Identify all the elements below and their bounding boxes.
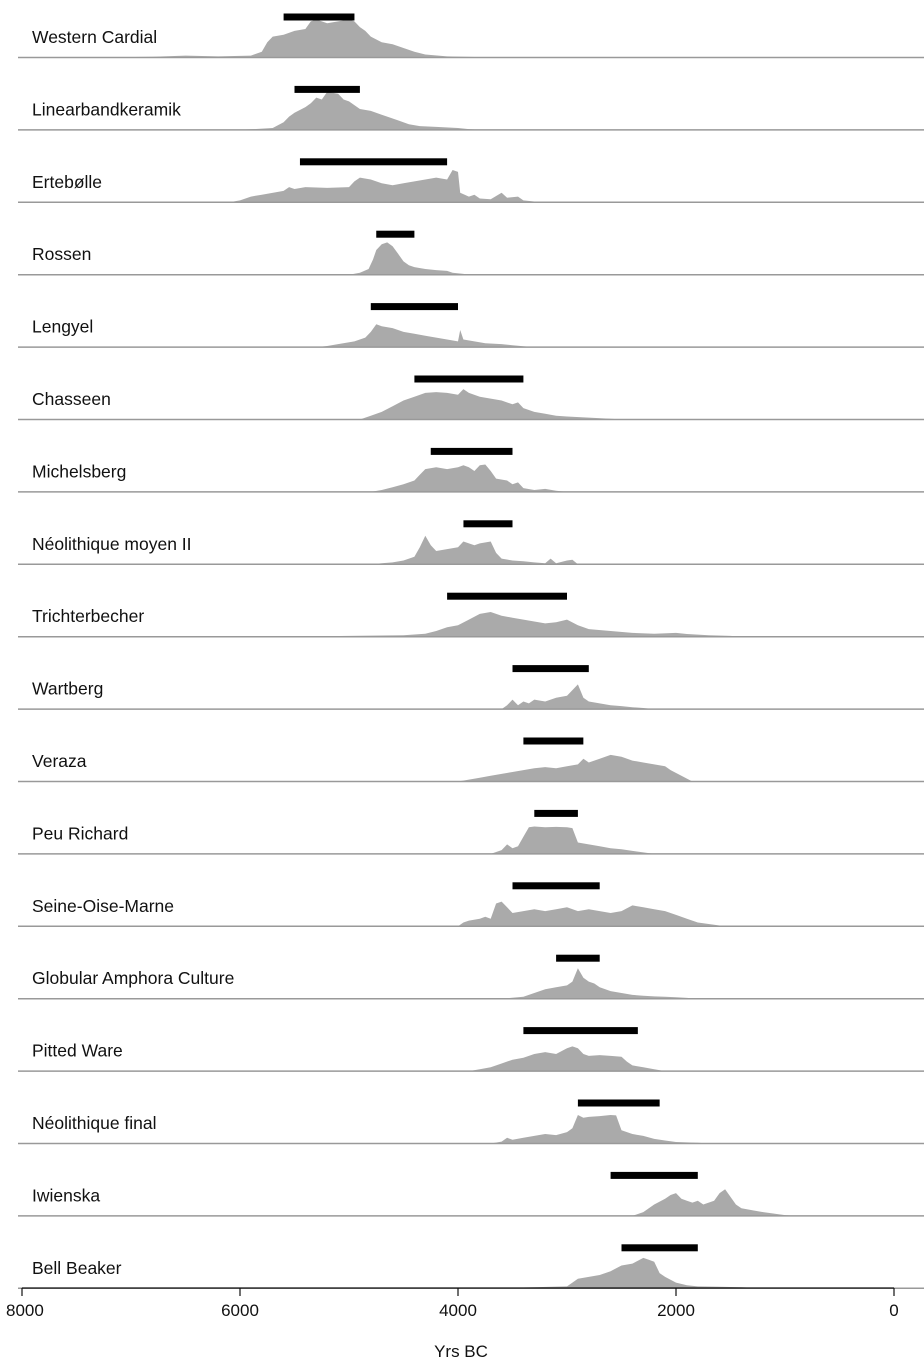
x-tick-label-0: 0 — [889, 1301, 898, 1320]
series-bell-beaker: Bell Beaker — [18, 1244, 924, 1290]
series-rossen: Rossen — [18, 230, 924, 276]
density-area-ertebolle — [229, 170, 546, 203]
density-area-bell-beaker — [458, 1257, 764, 1289]
range-bar-wartberg — [512, 665, 589, 673]
series-label-pitted-ware: Pitted Ware — [32, 1041, 123, 1061]
series-label-iwienska: Iwienska — [32, 1185, 100, 1205]
density-area-iwienska — [632, 1189, 796, 1216]
range-bar-linearbandkeramik — [294, 85, 360, 93]
range-bar-neolithique-moyen-ii — [463, 520, 513, 528]
series-label-trichterbecher: Trichterbecher — [32, 606, 144, 626]
x-tick-label-2000: 2000 — [657, 1301, 695, 1320]
series-iwienska: Iwienska — [18, 1171, 924, 1217]
range-bar-iwienska — [610, 1171, 698, 1179]
series-label-rossen: Rossen — [32, 244, 91, 264]
density-area-veraza — [458, 754, 693, 782]
series-label-globular-amphora-culture: Globular Amphora Culture — [32, 968, 234, 988]
series-layer: Western Cardial Linearbandkeramik Ertebøll… — [18, 13, 924, 1290]
density-area-neolithique-moyen-ii — [370, 535, 578, 565]
density-area-neolithique-final — [490, 1115, 709, 1144]
series-label-neolithique-final: Néolithique final — [32, 1113, 157, 1133]
series-western-cardial: Western Cardial — [18, 13, 924, 59]
series-veraza: Veraza — [18, 737, 924, 783]
range-bar-michelsberg — [430, 447, 513, 455]
range-bar-rossen — [376, 230, 415, 238]
density-area-linearbandkeramik — [240, 91, 480, 130]
series-neolithique-final: Néolithique final — [18, 1099, 924, 1145]
range-bar-bell-beaker — [621, 1244, 698, 1252]
series-neolithique-moyen-ii: Néolithique moyen II — [18, 520, 924, 566]
series-label-peu-richard: Peu Richard — [32, 823, 128, 843]
range-bar-neolithique-final — [577, 1099, 660, 1107]
series-pitted-ware: Pitted Ware — [18, 1027, 924, 1072]
series-globular-amphora-culture: Globular Amphora Culture — [18, 954, 924, 1000]
series-label-michelsberg: Michelsberg — [32, 461, 126, 481]
range-bar-veraza — [523, 737, 584, 745]
range-bar-lengyel — [370, 303, 458, 311]
range-bar-pitted-ware — [523, 1027, 638, 1035]
density-area-seine-oise-marne — [458, 901, 731, 927]
x-tick-label-8000: 8000 — [6, 1301, 44, 1320]
density-area-globular-amphora-culture — [501, 968, 698, 999]
series-label-bell-beaker: Bell Beaker — [32, 1258, 122, 1278]
density-area-michelsberg — [370, 464, 567, 492]
density-area-pitted-ware — [468, 1046, 666, 1072]
x-tick-label-6000: 6000 — [221, 1301, 259, 1320]
density-area-rossen — [349, 242, 469, 275]
series-label-linearbandkeramik: Linearbandkeramik — [32, 99, 181, 119]
series-linearbandkeramik: Linearbandkeramik — [18, 85, 924, 131]
series-label-seine-oise-marne: Seine-Oise-Marne — [32, 896, 174, 916]
density-area-chasseen — [359, 389, 622, 420]
series-label-wartberg: Wartberg — [32, 679, 103, 699]
series-label-veraza: Veraza — [32, 751, 87, 771]
series-wartberg: Wartberg — [18, 665, 924, 710]
range-bar-trichterbecher — [447, 592, 567, 600]
x-axis: 8000 6000 4000 2000 0 — [6, 1287, 899, 1320]
density-area-trichterbecher — [283, 612, 742, 637]
density-area-peu-richard — [490, 826, 655, 854]
range-bar-peu-richard — [534, 809, 578, 817]
series-label-neolithique-moyen-ii: Néolithique moyen II — [32, 534, 192, 554]
series-lengyel: Lengyel — [18, 303, 924, 348]
series-label-lengyel: Lengyel — [32, 317, 93, 337]
series-label-ertebolle: Ertebølle — [32, 172, 102, 192]
series-trichterbecher: Trichterbecher — [18, 592, 924, 638]
range-bar-chasseen — [414, 375, 524, 383]
series-chasseen: Chasseen — [18, 375, 924, 421]
density-area-lengyel — [316, 324, 535, 348]
series-peu-richard: Peu Richard — [18, 809, 924, 855]
series-label-western-cardial: Western Cardial — [32, 27, 157, 47]
series-michelsberg: Michelsberg — [18, 447, 924, 493]
range-bar-globular-amphora-culture — [556, 954, 600, 962]
series-seine-oise-marne: Seine-Oise-Marne — [18, 882, 924, 928]
x-tick-label-4000: 4000 — [439, 1301, 477, 1320]
range-bar-western-cardial — [283, 13, 355, 21]
range-bar-ertebolle — [299, 158, 448, 166]
density-area-wartberg — [501, 684, 655, 710]
range-bar-seine-oise-marne — [512, 882, 600, 890]
series-ertebolle: Ertebølle — [18, 158, 924, 204]
x-axis-label: Yrs BC — [434, 1342, 488, 1361]
density-area-western-cardial — [109, 19, 546, 58]
series-label-chasseen: Chasseen — [32, 389, 111, 409]
